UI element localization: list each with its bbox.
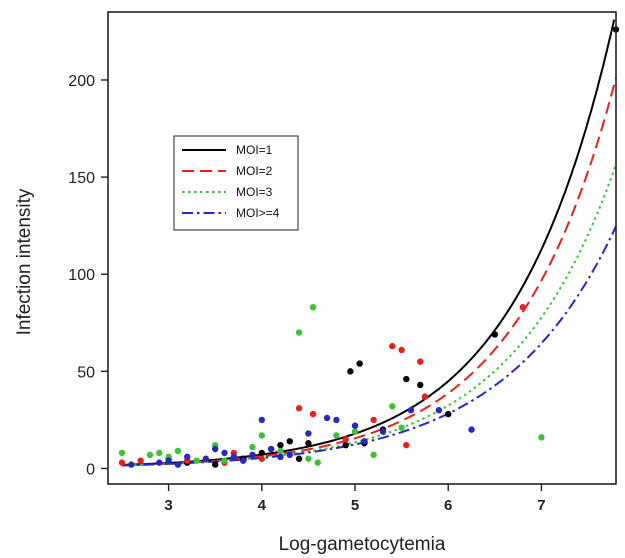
point-MOI=1 [286,438,293,445]
point-MOI=2 [258,455,265,462]
point-MOI=2 [295,405,303,412]
point-MOI=3 [333,432,340,439]
y-tick-label: 200 [68,73,95,90]
y-tick-label: 0 [86,461,95,478]
point-MOI=2 [417,358,424,365]
y-tick-label: 150 [68,170,95,187]
point-MOI=3 [314,459,321,466]
point-MOI=2 [403,441,410,449]
x-tick-label: 7 [537,497,545,514]
x-axis-title: Log-gametocytemia [279,534,446,555]
point-MOI=1 [347,368,354,375]
y-axis-title: Infection intensity [14,188,35,335]
legend-label: MOI=3 [236,185,273,199]
point-MOI=2 [398,346,405,354]
point-MOI=3 [118,449,126,457]
point-MOI=1 [491,331,499,338]
point-MOI=3 [249,443,256,451]
point-MOI=1 [403,375,410,383]
point-MOI=2 [519,304,526,311]
point-MOI=1 [295,455,303,462]
point-MOI>=4 [407,406,415,414]
point-MOI>=4 [211,445,219,453]
point-MOI>=4 [230,453,238,461]
point-MOI=3 [295,329,303,336]
point-MOI=3 [221,457,228,464]
point-MOI=2 [370,416,377,424]
curve-MOI=2 [121,77,617,467]
point-MOI=1 [417,381,424,389]
point-MOI=1 [356,360,363,367]
point-MOI>=4 [156,459,163,466]
point-MOI>=4 [249,451,256,459]
point-MOI=2 [118,459,126,466]
point-MOI=3 [305,455,312,462]
point-MOI=3 [370,451,377,459]
y-axis: 0 50 100 150 200 [68,73,108,478]
point-MOI>=4 [323,414,331,422]
point-MOI>=4 [267,445,275,453]
point-MOI>=4 [305,430,312,437]
curve-MOI>=4 [122,225,617,467]
x-axis: 3 4 5 6 7 [164,484,546,514]
fit-curves [121,19,617,467]
legend-box [173,135,299,231]
x-tick-label: 5 [351,497,359,514]
point-MOI>=4 [239,457,247,464]
point-MOI=1 [211,461,219,468]
curve-MOI=3 [122,164,617,467]
point-MOI=3 [193,457,200,464]
point-MOI=1 [342,441,349,449]
point-MOI=1 [277,441,284,449]
point-MOI=1 [445,410,452,418]
point-MOI>=4 [435,406,443,414]
point-MOI=3 [309,304,317,311]
legend-label: MOI>=4 [236,206,280,220]
point-MOI>=4 [165,457,172,464]
curve-MOI=1 [121,19,616,466]
point-MOI>=4 [286,451,293,459]
point-MOI=3 [398,424,405,431]
point-MOI>=4 [174,461,182,468]
point-MOI=1 [258,449,265,457]
y-tick-label: 50 [77,364,95,381]
point-MOI>=4 [379,428,387,435]
data-points [118,26,620,468]
y-tick-label: 100 [68,267,95,284]
point-MOI=3 [538,434,545,441]
point-MOI>=4 [361,438,368,445]
point-MOI=1 [305,440,312,447]
point-MOI=3 [174,447,182,455]
point-MOI=2 [389,342,396,350]
point-MOI=3 [146,451,154,459]
point-MOI=3 [156,449,163,457]
point-MOI=2 [342,436,349,443]
point-MOI>=4 [333,416,340,424]
point-MOI>=4 [184,453,191,461]
x-tick-label: 6 [444,497,452,514]
point-MOI=3 [351,428,359,435]
x-tick-label: 3 [164,497,172,514]
point-MOI=3 [389,403,396,410]
point-MOI>=4 [221,449,228,457]
point-MOI=2 [421,393,429,400]
plot-frame [107,11,617,485]
point-MOI>=4 [277,453,284,461]
point-MOI>=4 [128,461,135,468]
point-MOI=2 [309,410,317,418]
point-MOI>=4 [202,455,210,462]
point-MOI>=4 [351,422,359,429]
legend: MOI=1 MOI=2 MOI=3 MOI>=4 [173,135,299,231]
point-MOI=3 [258,432,265,439]
point-MOI=3 [277,447,284,455]
x-tick-label: 4 [258,497,267,514]
point-MOI=2 [137,457,144,464]
legend-label: MOI=1 [236,143,273,157]
point-MOI>=4 [258,416,265,424]
point-MOI>=4 [468,426,475,433]
legend-label: MOI=2 [236,164,273,178]
